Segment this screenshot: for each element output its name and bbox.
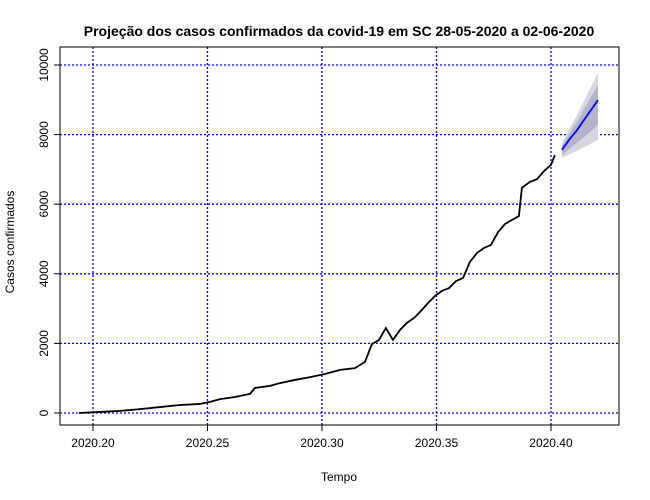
y-tick-label: 10000 bbox=[37, 48, 51, 82]
x-tick-label: 2020.25 bbox=[186, 436, 230, 450]
x-tick-label: 2020.35 bbox=[415, 436, 459, 450]
series-line bbox=[561, 99, 599, 151]
series-line bbox=[78, 154, 556, 414]
x-tick-label: 2020.40 bbox=[529, 436, 573, 450]
chart-title: Projeção dos casos confirmados da covid-… bbox=[84, 23, 595, 39]
plot-frame bbox=[59, 46, 620, 426]
y-tick-label: 0 bbox=[37, 409, 51, 416]
y-tick-label: 4000 bbox=[37, 260, 51, 287]
y-tick-label: 2000 bbox=[37, 330, 51, 357]
y-tick-label: 6000 bbox=[37, 191, 51, 218]
y-axis-label: Casos confirmados bbox=[3, 191, 17, 294]
x-tick-label: 2020.20 bbox=[71, 436, 115, 450]
y-tick-label: 8000 bbox=[37, 121, 51, 148]
x-tick-label: 2020.30 bbox=[300, 436, 344, 450]
x-axis-label: Tempo bbox=[321, 470, 357, 484]
